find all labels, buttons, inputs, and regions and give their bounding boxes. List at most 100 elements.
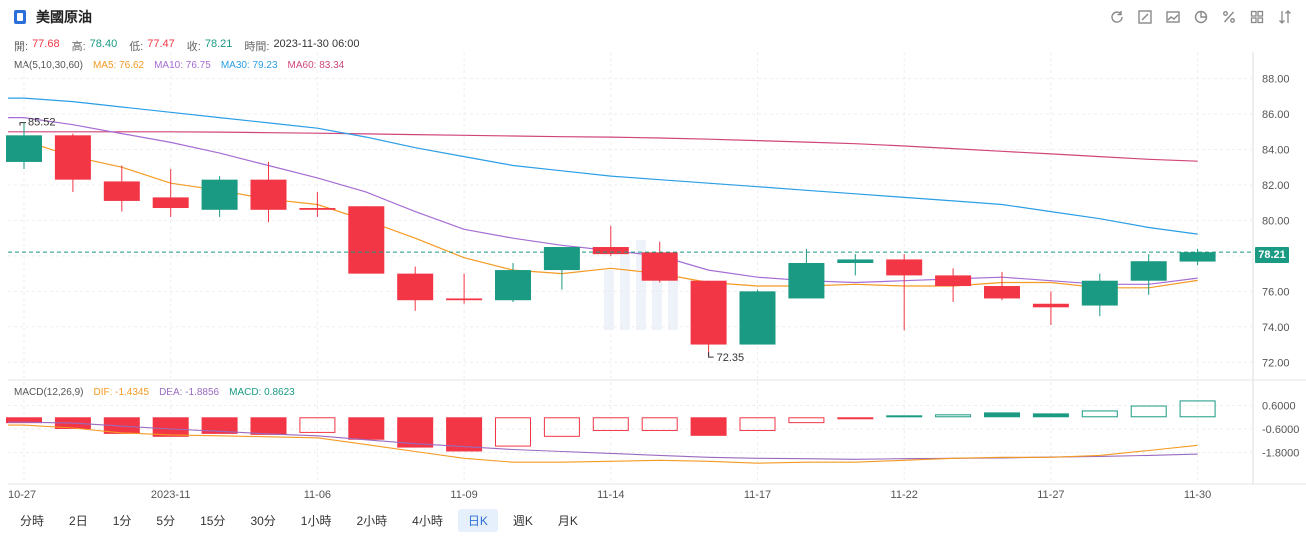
y-tick-label: 88.00 — [1262, 74, 1290, 86]
ma60-line — [8, 131, 1198, 162]
macd-bar — [201, 417, 238, 434]
x-tick-label: 11-22 — [891, 489, 918, 500]
ma5-legend: MA5: 76.62 — [92, 60, 145, 71]
high-marker-label: 85.52 — [28, 117, 56, 129]
watermark-bar — [668, 272, 678, 330]
ma10-legend: MA10: 76.75 — [154, 60, 211, 71]
y-tick-label: 86.00 — [1262, 109, 1290, 121]
dea-legend: DEA: -1.8856 — [159, 387, 220, 398]
open-value: 77.68 — [32, 38, 60, 50]
candle-body — [1130, 261, 1167, 281]
period-tab[interactable]: 日K — [457, 509, 498, 532]
candlestick-chart[interactable]: 88.0086.0084.0082.0080.0078.0076.0074.00… — [0, 0, 1306, 500]
candle-body — [299, 208, 336, 210]
macd-bar — [348, 417, 385, 440]
time-value: 2023-11-30 06:00 — [273, 38, 360, 50]
period-tab[interactable]: 2日 — [69, 514, 88, 528]
macd-bar — [1081, 410, 1118, 418]
candle-body — [886, 259, 923, 276]
macd-bar — [641, 417, 678, 431]
period-tab[interactable]: 1分 — [112, 514, 132, 528]
ma30-legend: MA30: 79.23 — [220, 60, 278, 71]
sort-icon[interactable] — [1274, 6, 1296, 28]
pie-icon[interactable] — [1190, 6, 1212, 28]
dif-legend: DIF: -1.4345 — [93, 387, 150, 398]
macd-bar — [984, 412, 1020, 418]
period-tab[interactable]: 2小時 — [356, 514, 388, 528]
candle-body — [152, 197, 189, 209]
header: 美國原油 — [0, 0, 1306, 32]
macd-y-tick-label: -1.8000 — [1262, 447, 1299, 459]
period-tab[interactable]: 4小時 — [412, 514, 443, 528]
macd-bar — [1130, 405, 1167, 418]
candle-body — [690, 280, 727, 345]
x-tick-label: 11-09 — [450, 489, 477, 500]
ma30-line — [8, 97, 1198, 235]
period-tab[interactable]: 5分 — [156, 514, 176, 528]
macd-bar — [935, 414, 972, 418]
period-tab[interactable]: 1小時 — [300, 514, 332, 528]
y-tick-label: 74.00 — [1262, 322, 1290, 334]
candle-body — [397, 273, 434, 301]
macd-bar — [1032, 413, 1069, 418]
period-tab[interactable]: 15分 — [200, 514, 226, 528]
macd-bar — [495, 417, 531, 447]
grid-icon[interactable] — [1246, 6, 1268, 28]
candle-body — [201, 179, 238, 210]
y-tick-label: 82.00 — [1262, 180, 1290, 192]
candle-body — [1179, 252, 1216, 262]
period-tab[interactable]: 週K — [512, 514, 533, 528]
macd-value-legend: MACD: 0.8623 — [229, 387, 295, 398]
macd-bar — [739, 417, 776, 431]
percent-icon[interactable] — [1218, 6, 1240, 28]
candle-body — [250, 179, 287, 210]
x-tick-label: 11-30 — [1184, 489, 1211, 500]
x-tick-label: 11-06 — [304, 489, 331, 500]
candle-body — [1081, 280, 1118, 306]
watermark-bar — [604, 270, 614, 330]
candle-body — [543, 247, 580, 271]
watermark-bar — [652, 256, 662, 330]
macd-legend-label: MACD(12,26,9) — [14, 387, 84, 398]
x-tick-label: 10-27 — [8, 489, 36, 500]
candle-body — [592, 247, 629, 255]
image-icon[interactable] — [1162, 6, 1184, 28]
high-value: 78.40 — [89, 38, 118, 50]
candle-body — [935, 275, 972, 287]
macd-bar — [788, 417, 825, 424]
x-tick-label: 11-14 — [597, 489, 624, 500]
candle-body — [641, 252, 678, 281]
ma-legend-label: MA(5,10,30,60) — [14, 60, 83, 71]
candle-body — [837, 259, 874, 263]
period-tab[interactable]: 月K — [557, 514, 578, 528]
ma-legend: MA(5,10,30,60) MA5: 76.62 MA10: 76.75 MA… — [14, 60, 344, 71]
period-tab[interactable]: 30分 — [250, 514, 276, 528]
current-price-tag: 78.21 — [1255, 247, 1289, 263]
y-tick-label: 80.00 — [1262, 215, 1290, 227]
ma60-legend: MA60: 83.34 — [287, 60, 345, 71]
macd-bar — [1179, 400, 1216, 418]
refresh-icon[interactable] — [1106, 6, 1128, 28]
y-tick-label: 76.00 — [1262, 286, 1290, 298]
macd-bar — [886, 415, 923, 418]
macd-y-tick-label: -0.6000 — [1262, 424, 1299, 436]
macd-bar — [6, 417, 42, 424]
candle-body — [6, 135, 42, 162]
page-title: 美國原油 — [36, 9, 92, 25]
open-label: 開: — [14, 41, 29, 53]
y-tick-label: 72.00 — [1262, 357, 1290, 369]
time-label: 時間: — [244, 41, 270, 53]
macd-bar — [250, 417, 287, 435]
candle-body — [54, 135, 91, 180]
period-tab[interactable]: 分時 — [20, 514, 45, 528]
candle-body — [1032, 303, 1069, 308]
ohlc-bar: 開: 77.68 高: 78.40 低: 77.47 收: 78.21 時間: … — [14, 38, 367, 54]
macd-y-tick-label: 0.6000 — [1262, 401, 1296, 413]
candle-body — [984, 286, 1020, 299]
macd-bar — [299, 417, 336, 433]
close-label: 收: — [186, 41, 201, 53]
draw-icon[interactable] — [1134, 6, 1156, 28]
macd-bar — [543, 417, 580, 437]
low-marker-label: 72.35 — [717, 352, 745, 364]
candle-body — [495, 270, 531, 301]
